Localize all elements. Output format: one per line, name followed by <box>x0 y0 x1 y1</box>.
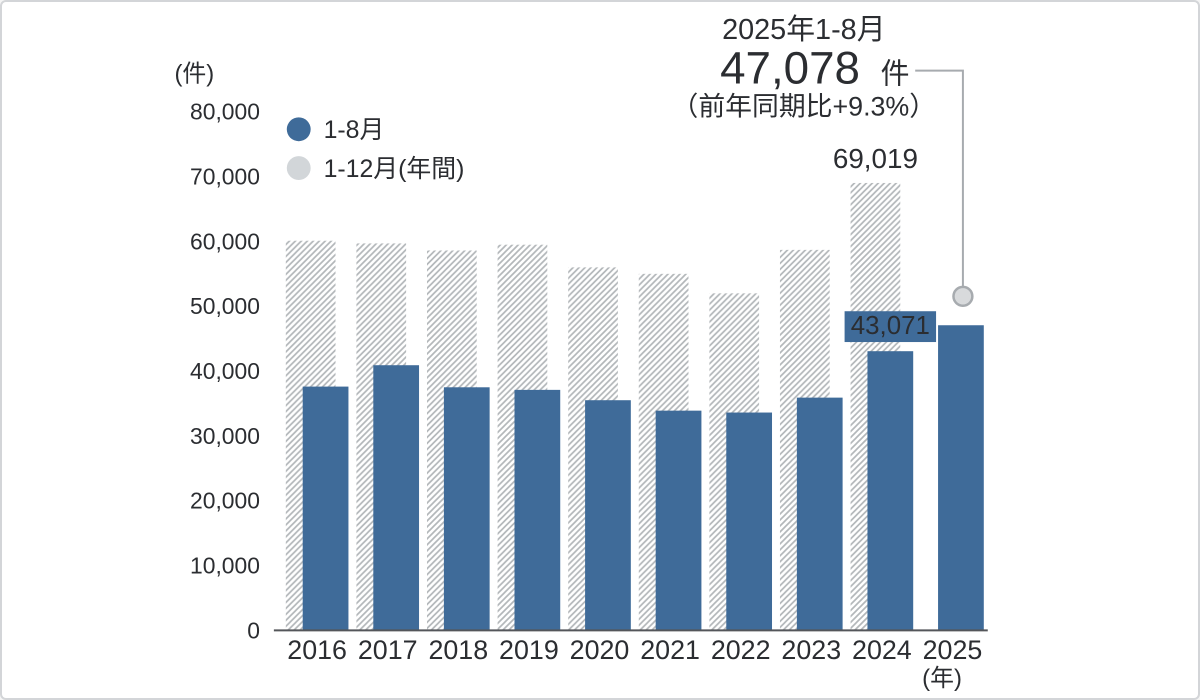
bar-jan-aug-2020 <box>585 400 631 631</box>
bar-jan-aug-2018 <box>443 387 490 631</box>
legend-dot-annual <box>286 156 311 180</box>
y-tick-label-0: 0 <box>247 617 260 643</box>
bar-jan-aug-2022 <box>726 412 773 631</box>
bar-jan-aug-2025 <box>938 325 984 631</box>
aug-2024-badge-rect <box>844 311 937 343</box>
callout-leader-line <box>915 69 964 287</box>
aug-2024-badge-text: 43,071 <box>851 312 930 340</box>
bar-jan-aug-2024 <box>867 351 914 631</box>
x-tick-label-2018: 2018 <box>428 635 488 665</box>
x-tick-label-2021: 2021 <box>640 635 700 665</box>
y-tick-label-80000: 80,000 <box>190 99 260 125</box>
x-tick-label-2020: 2020 <box>570 635 630 665</box>
y-tick-label-70000: 70,000 <box>190 164 260 190</box>
y-tick-label-10000: 10,000 <box>190 553 260 579</box>
bar-jan-aug-2023 <box>796 397 843 631</box>
legend-label-annual: 1-12月(年間) <box>324 155 465 183</box>
callout-value: 47,078 件 <box>720 43 909 94</box>
legend-label-jan-aug: 1-8月 <box>324 117 385 144</box>
callout-marker-dot <box>952 285 974 307</box>
x-tick-label-2022: 2022 <box>711 635 771 665</box>
bars-layer <box>285 182 984 631</box>
x-tick-label-2016: 2016 <box>287 635 347 665</box>
y-axis-labels: 0 10,000 20,000 30,000 40,000 50,000 60,000 70,… <box>190 99 260 644</box>
legend-dot-jan-aug <box>286 117 311 142</box>
callout-value-unit: 件 <box>881 59 910 91</box>
x-tick-label-2024: 2024 <box>852 635 912 665</box>
x-tick-label-2025: 2025 <box>923 635 983 665</box>
x-tick-label-2019: 2019 <box>499 635 559 665</box>
aug-2024-badge: 43,071 <box>844 311 937 343</box>
x-axis-year-suffix-label: (年) <box>922 665 962 692</box>
bar-jan-aug-2021 <box>655 410 702 631</box>
y-tick-label-40000: 40,000 <box>190 358 260 384</box>
legend: 1-8月 1-12月(年間) <box>286 117 465 183</box>
x-tick-label-2017: 2017 <box>358 635 418 665</box>
callout-title: 2025年1-8月 <box>722 14 885 46</box>
y-tick-label-50000: 50,000 <box>190 293 260 319</box>
annual-2024-value-label: 69,019 <box>833 143 918 174</box>
x-axis-labels: 2016 2017 2018 2019 2020 2021 2022 2023 2024 2025 <box>287 635 982 665</box>
y-axis-unit-label: (件) <box>174 61 214 88</box>
callout-value-number: 47,078 <box>720 43 860 94</box>
callout-note: （前年同期比+9.3%） <box>672 91 937 121</box>
y-tick-label-20000: 20,000 <box>190 488 260 514</box>
y-tick-label-60000: 60,000 <box>190 228 260 254</box>
bar-jan-aug-2019 <box>514 389 561 631</box>
y-tick-label-30000: 30,000 <box>190 423 260 449</box>
x-tick-label-2023: 2023 <box>781 635 841 665</box>
bar-jan-aug-2017 <box>373 365 420 631</box>
bar-jan-aug-2016 <box>302 386 349 631</box>
